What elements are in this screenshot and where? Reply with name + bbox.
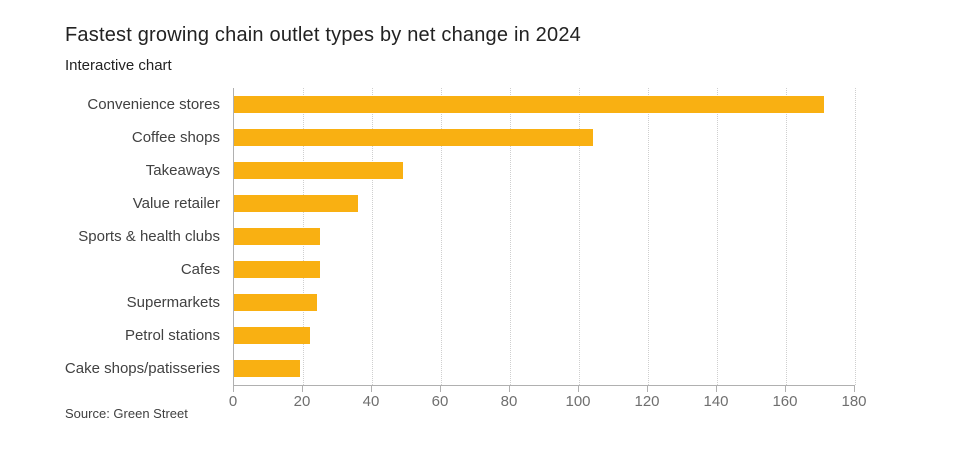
category-label-value-retailer: Value retailer: [132, 195, 220, 212]
bar-sports-health-clubs[interactable]: [234, 228, 321, 245]
bar-supermarkets[interactable]: [234, 294, 317, 311]
axis-tick: [301, 386, 303, 392]
axis-tick: [578, 386, 579, 392]
category-label-takeaways: Takeaways: [145, 162, 220, 179]
axis-tick: [647, 386, 648, 392]
axis-tick: [716, 386, 717, 392]
category-label-cafes: Cafes: [180, 261, 220, 278]
axis-tick: [440, 386, 441, 392]
axis-tick-label: 80: [500, 393, 518, 410]
category-label-petrol-stations: Petrol stations: [124, 327, 220, 344]
bar-row-sports-health-clubs: [234, 220, 855, 253]
axis-tick: [784, 386, 786, 392]
bar-row-coffee-shops: [234, 121, 855, 154]
bar-coffee-shops[interactable]: [234, 129, 593, 146]
bar-cake-shops-patisseries[interactable]: [234, 360, 300, 377]
bar-value-retailer[interactable]: [234, 195, 359, 212]
axis-tick-label: 160: [772, 393, 798, 410]
axis-tick: [370, 386, 372, 392]
axis-tick-label: 100: [565, 393, 591, 410]
bar-row-cafes: [234, 253, 855, 286]
axis-tick-label: 40: [362, 393, 380, 410]
category-label-coffee-shops: Coffee shops: [131, 129, 220, 146]
gridline: [509, 88, 511, 385]
axis-tick: [233, 386, 234, 392]
axis-tick-label: 180: [841, 393, 867, 410]
plot-area: [233, 88, 856, 386]
category-label-supermarkets: Supermarkets: [126, 294, 220, 311]
category-label-cake-shops-patisseries: Cake shops/patisseries: [64, 360, 220, 377]
bar-row-petrol-stations: [234, 319, 855, 352]
source-note: Source: Green Street: [65, 406, 188, 421]
bar-row-cake-shops-patisseries: [234, 352, 855, 385]
axis-tick-label: 140: [703, 393, 729, 410]
bar-row-supermarkets: [234, 286, 855, 319]
x-axis: 0 20 40 60 80 100 120 140 160 180: [229, 385, 867, 415]
axis-tick-label: 0: [228, 393, 238, 410]
gridline: [371, 88, 373, 385]
axis-tick-label: 20: [293, 393, 311, 410]
bar-row-convenience-stores: [234, 88, 855, 121]
axis-tick-label: 60: [431, 393, 449, 410]
bar-petrol-stations[interactable]: [234, 327, 310, 344]
bar-takeaways[interactable]: [234, 162, 404, 179]
gridline: [648, 88, 649, 385]
bar-cafes[interactable]: [234, 261, 321, 278]
bar-convenience-stores[interactable]: [234, 96, 824, 113]
chart-subtitle: Interactive chart: [65, 57, 172, 74]
bar-row-takeaways: [234, 154, 855, 187]
gridline: [441, 88, 442, 385]
gridline: [855, 88, 856, 385]
category-label-sports-health-clubs: Sports & health clubs: [78, 228, 220, 245]
axis-tick-label: 120: [634, 393, 660, 410]
axis-tick: [508, 386, 510, 392]
gridline: [717, 88, 718, 385]
chart-title: Fastest growing chain outlet types by ne…: [65, 24, 581, 46]
bar-row-value-retailer: [234, 187, 855, 220]
y-axis-labels: Convenience stores Coffee shops Takeaways V…: [0, 88, 220, 385]
gridline: [785, 88, 787, 385]
axis-tick: [854, 386, 855, 392]
category-label-convenience-stores: Convenience stores: [87, 96, 220, 113]
gridline: [579, 88, 580, 385]
